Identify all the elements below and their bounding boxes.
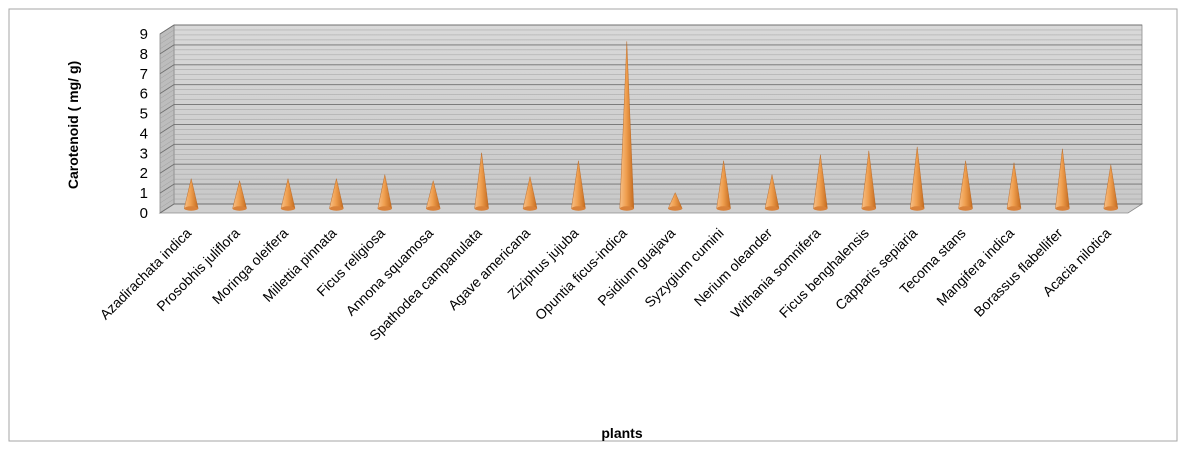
bar — [909, 146, 925, 211]
y-tick-label: 9 — [140, 26, 148, 43]
gridline-side — [159, 24, 175, 35]
bar-base — [232, 206, 247, 211]
gridline-side — [159, 114, 175, 124]
bar — [183, 178, 199, 211]
gridline-side — [159, 124, 175, 134]
gridline-side — [159, 178, 175, 189]
gridline-side — [159, 134, 175, 144]
gridline-side — [159, 183, 175, 194]
gridline-side — [159, 159, 175, 169]
gridline-side — [159, 59, 175, 70]
bar — [813, 154, 828, 211]
gridline-side — [159, 44, 175, 55]
gridline-side — [159, 74, 175, 84]
gridline-side — [159, 173, 175, 184]
bars — [183, 41, 1119, 211]
gridline-side — [159, 154, 175, 164]
bar — [377, 174, 393, 211]
bar — [716, 160, 731, 211]
gridline-side — [159, 54, 175, 65]
y-tick-label: 5 — [140, 106, 148, 123]
gridline-side — [159, 39, 175, 50]
bar-base — [281, 206, 295, 211]
y-tick-label: 7 — [140, 66, 148, 83]
bar-base — [1103, 206, 1118, 211]
gridline-side — [159, 84, 175, 95]
gridline-side — [159, 119, 175, 129]
bar-base — [523, 206, 537, 211]
bar — [474, 152, 489, 211]
bar-base — [1007, 206, 1021, 211]
x-axis-title: plants — [601, 425, 642, 441]
gridline-side — [159, 89, 175, 99]
bar-base — [426, 206, 441, 211]
y-axis-title: Carotenoid ( mg/ g) — [65, 61, 81, 189]
gridline-side — [159, 64, 175, 75]
floor — [158, 203, 1144, 214]
bar — [1103, 164, 1119, 211]
bar — [1006, 162, 1022, 211]
bar — [958, 160, 973, 211]
y-tick-label: 1 — [140, 185, 148, 202]
gridline-side — [159, 129, 175, 139]
bar — [280, 178, 296, 211]
gridline-side — [159, 193, 175, 204]
y-tick-label: 8 — [140, 46, 148, 63]
bar — [764, 174, 780, 211]
bar-base — [184, 206, 199, 211]
bar — [522, 176, 538, 211]
y-axis-ticks: 0 1 2 3 4 5 6 7 8 9 — [140, 26, 148, 222]
gridline-side — [159, 99, 175, 109]
bar-base — [813, 206, 828, 211]
gridline-side — [159, 49, 175, 60]
y-tick-label: 4 — [140, 125, 148, 142]
bar-base — [571, 206, 586, 211]
bar-base — [765, 206, 779, 211]
bar-base — [474, 206, 489, 211]
gridline-side — [159, 34, 175, 45]
bar-base — [958, 206, 973, 211]
gridline-side — [159, 79, 175, 89]
bar-base — [716, 206, 731, 211]
bar — [329, 178, 344, 211]
gridline-side — [159, 29, 175, 40]
bar — [1055, 148, 1070, 211]
bar-base — [668, 206, 683, 211]
gridline-side — [159, 188, 175, 199]
bar — [619, 41, 635, 211]
y-tick-label: 0 — [140, 205, 148, 222]
bar — [667, 192, 683, 211]
y-tick-label: 6 — [140, 86, 148, 103]
gridline-side — [159, 198, 175, 209]
gridline-side — [159, 149, 175, 159]
gridline-side — [159, 163, 175, 174]
gridline-side — [159, 104, 175, 114]
gridline-side — [159, 109, 175, 119]
y-tick-label: 2 — [140, 165, 148, 182]
bar — [861, 150, 877, 211]
bar — [571, 160, 586, 211]
bar-base — [619, 206, 634, 211]
gridline-side — [159, 94, 175, 104]
bar — [232, 180, 247, 211]
bar — [425, 180, 441, 211]
bar-base — [861, 206, 876, 211]
bar-base — [1055, 206, 1070, 211]
gridline-side — [159, 143, 175, 154]
bar-base — [910, 206, 925, 211]
gridline-side — [159, 139, 175, 149]
gridline-side — [159, 168, 175, 179]
bar-base — [329, 206, 344, 211]
gridline-side — [159, 203, 175, 214]
plot-walls — [158, 24, 1144, 214]
bar-base — [377, 206, 392, 211]
y-tick-label: 3 — [140, 145, 148, 162]
gridline-side — [159, 69, 175, 79]
